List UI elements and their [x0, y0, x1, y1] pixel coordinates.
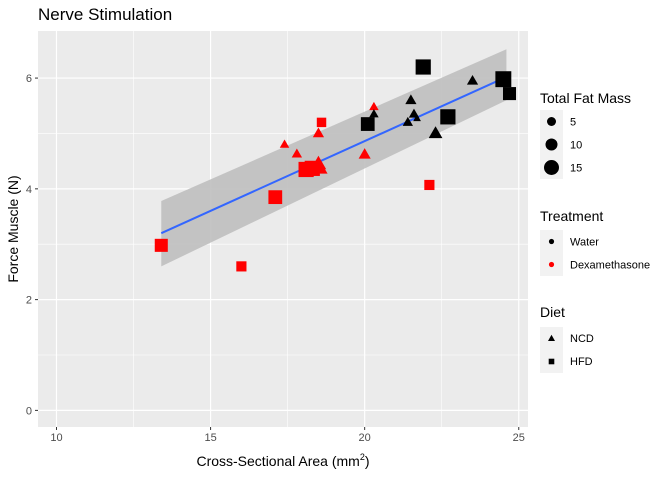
y-tick-label: 2: [26, 295, 32, 307]
legend-treatment-title: Treatment: [540, 208, 603, 224]
legend-treatment: Treatment Water Dexamethasone: [540, 208, 650, 276]
fit-line-layer: [160, 76, 507, 235]
data-point-ncd: [428, 126, 443, 139]
data-point-hfd: [440, 109, 456, 125]
data-point-ncd: [358, 148, 371, 159]
legend-treatment-label: Dexamethasone: [570, 260, 650, 272]
x-tick-label: 20: [359, 432, 371, 444]
legend-ncd-triangle: [548, 334, 555, 341]
data-point-ncd: [413, 114, 421, 122]
data-point-ncd: [405, 94, 417, 105]
legend-water-dot: [548, 238, 555, 245]
x-axis-title-close: ): [365, 453, 370, 469]
y-tick-label: 4: [26, 184, 32, 196]
data-point-hfd: [360, 117, 375, 131]
data-point-ncd: [466, 74, 479, 85]
x-tick-labels: 10 15 20 25: [50, 432, 525, 444]
data-point-ncd: [291, 148, 303, 158]
legend-diet-label: NCD: [570, 333, 594, 345]
legend-diet-title: Diet: [540, 304, 565, 320]
legend-treatment-label: Water: [570, 237, 599, 249]
legend-hfd-square: [548, 358, 555, 365]
x-axis-title-superscript: 2: [360, 452, 365, 462]
data-point-ncd: [279, 139, 290, 148]
data-points: [154, 59, 517, 272]
data-point-hfd: [268, 190, 283, 205]
confidence-band-layer: [161, 49, 507, 267]
legend-diet: Diet NCD HFD: [540, 304, 594, 373]
legend-size-label: 5: [570, 117, 576, 129]
x-axis-title-main: Cross-Sectional Area (mm: [196, 453, 359, 469]
axis-ticks: [35, 77, 520, 430]
y-axis-title: Force Muscle (N): [5, 175, 21, 282]
chart-title: Nerve Stimulation: [38, 5, 172, 24]
confidence-band: [161, 49, 507, 267]
data-point-ncd: [402, 116, 413, 126]
y-tick-label: 6: [26, 73, 32, 85]
fit-line: [160, 76, 507, 235]
data-point-ncd: [312, 127, 325, 138]
legend-diet-label: HFD: [570, 356, 593, 368]
y-tick-labels: 0 2 4 6: [26, 73, 32, 417]
x-tick-label: 15: [204, 432, 216, 444]
legend-dexamethasone-dot: [548, 261, 555, 268]
legend-size-5-circle: [547, 117, 556, 126]
legend-size-15-circle: [544, 160, 559, 175]
legend-size-title: Total Fat Mass: [540, 90, 631, 106]
legend-size-label: 15: [570, 163, 582, 175]
data-point-ncd: [369, 109, 379, 118]
data-point-hfd: [415, 59, 431, 75]
x-tick-label: 10: [50, 432, 62, 444]
data-point-hfd: [236, 261, 247, 272]
y-tick-label: 0: [26, 405, 32, 417]
data-point-hfd: [316, 117, 327, 128]
legend-total-fat-mass: Total Fat Mass 5 10 15: [540, 90, 631, 179]
data-point-hfd: [495, 71, 512, 88]
data-point-ncd: [369, 101, 379, 111]
data-point-hfd: [154, 238, 168, 252]
legend-size-10-circle: [545, 138, 558, 151]
grid-major: [38, 31, 528, 427]
x-tick-label: 25: [513, 432, 525, 444]
data-point-hfd: [502, 87, 517, 101]
legend-size-label: 10: [570, 140, 582, 152]
data-point-hfd: [424, 179, 435, 191]
data-point-ncd: [315, 163, 328, 174]
x-axis-title: Cross-Sectional Area (mm2): [196, 452, 369, 469]
